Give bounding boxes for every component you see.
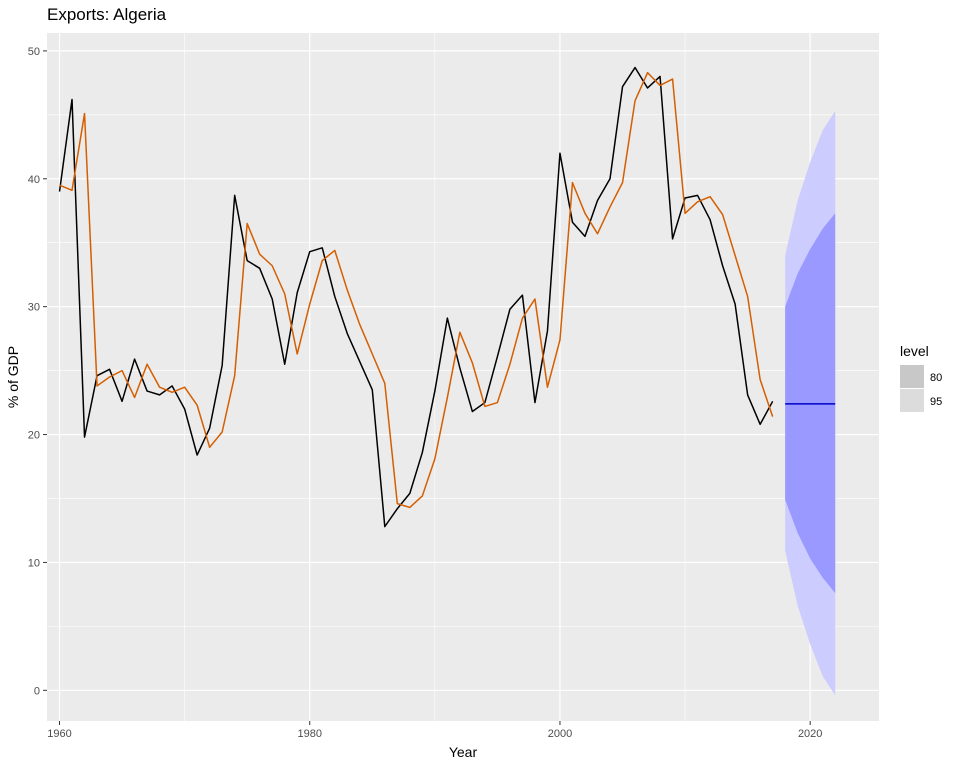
legend-label-80: 80 — [930, 372, 942, 384]
legend: level 80 95 — [900, 343, 942, 412]
y-tick-label: 0 — [34, 685, 40, 697]
y-axis: 0 10 20 30 40 50 — [28, 46, 47, 697]
series-line-0 — [58, 66, 774, 528]
legend-key-80 — [900, 365, 924, 388]
series-line-1 — [59, 71, 774, 509]
y-tick-label: 30 — [28, 302, 40, 314]
y-tick-label: 10 — [28, 557, 40, 569]
x-tick-label: 1960 — [47, 728, 71, 740]
y-tick-label: 20 — [28, 430, 40, 442]
series-lines — [58, 66, 836, 528]
y-tick-label: 50 — [28, 46, 40, 58]
legend-key-95 — [900, 389, 924, 412]
chart-title: Exports: Algeria — [47, 5, 167, 24]
legend-label-95: 95 — [930, 396, 942, 408]
x-axis-title: Year — [449, 744, 478, 760]
y-tick-label: 40 — [28, 174, 40, 186]
x-tick-label: 1980 — [297, 728, 321, 740]
x-tick-label: 2020 — [798, 728, 822, 740]
x-axis: 1960 1980 2000 2020 — [47, 721, 822, 740]
legend-title: level — [900, 343, 929, 359]
gridlines — [47, 33, 879, 721]
x-tick-label: 2000 — [548, 728, 572, 740]
y-axis-title: % of GDP — [5, 346, 21, 408]
